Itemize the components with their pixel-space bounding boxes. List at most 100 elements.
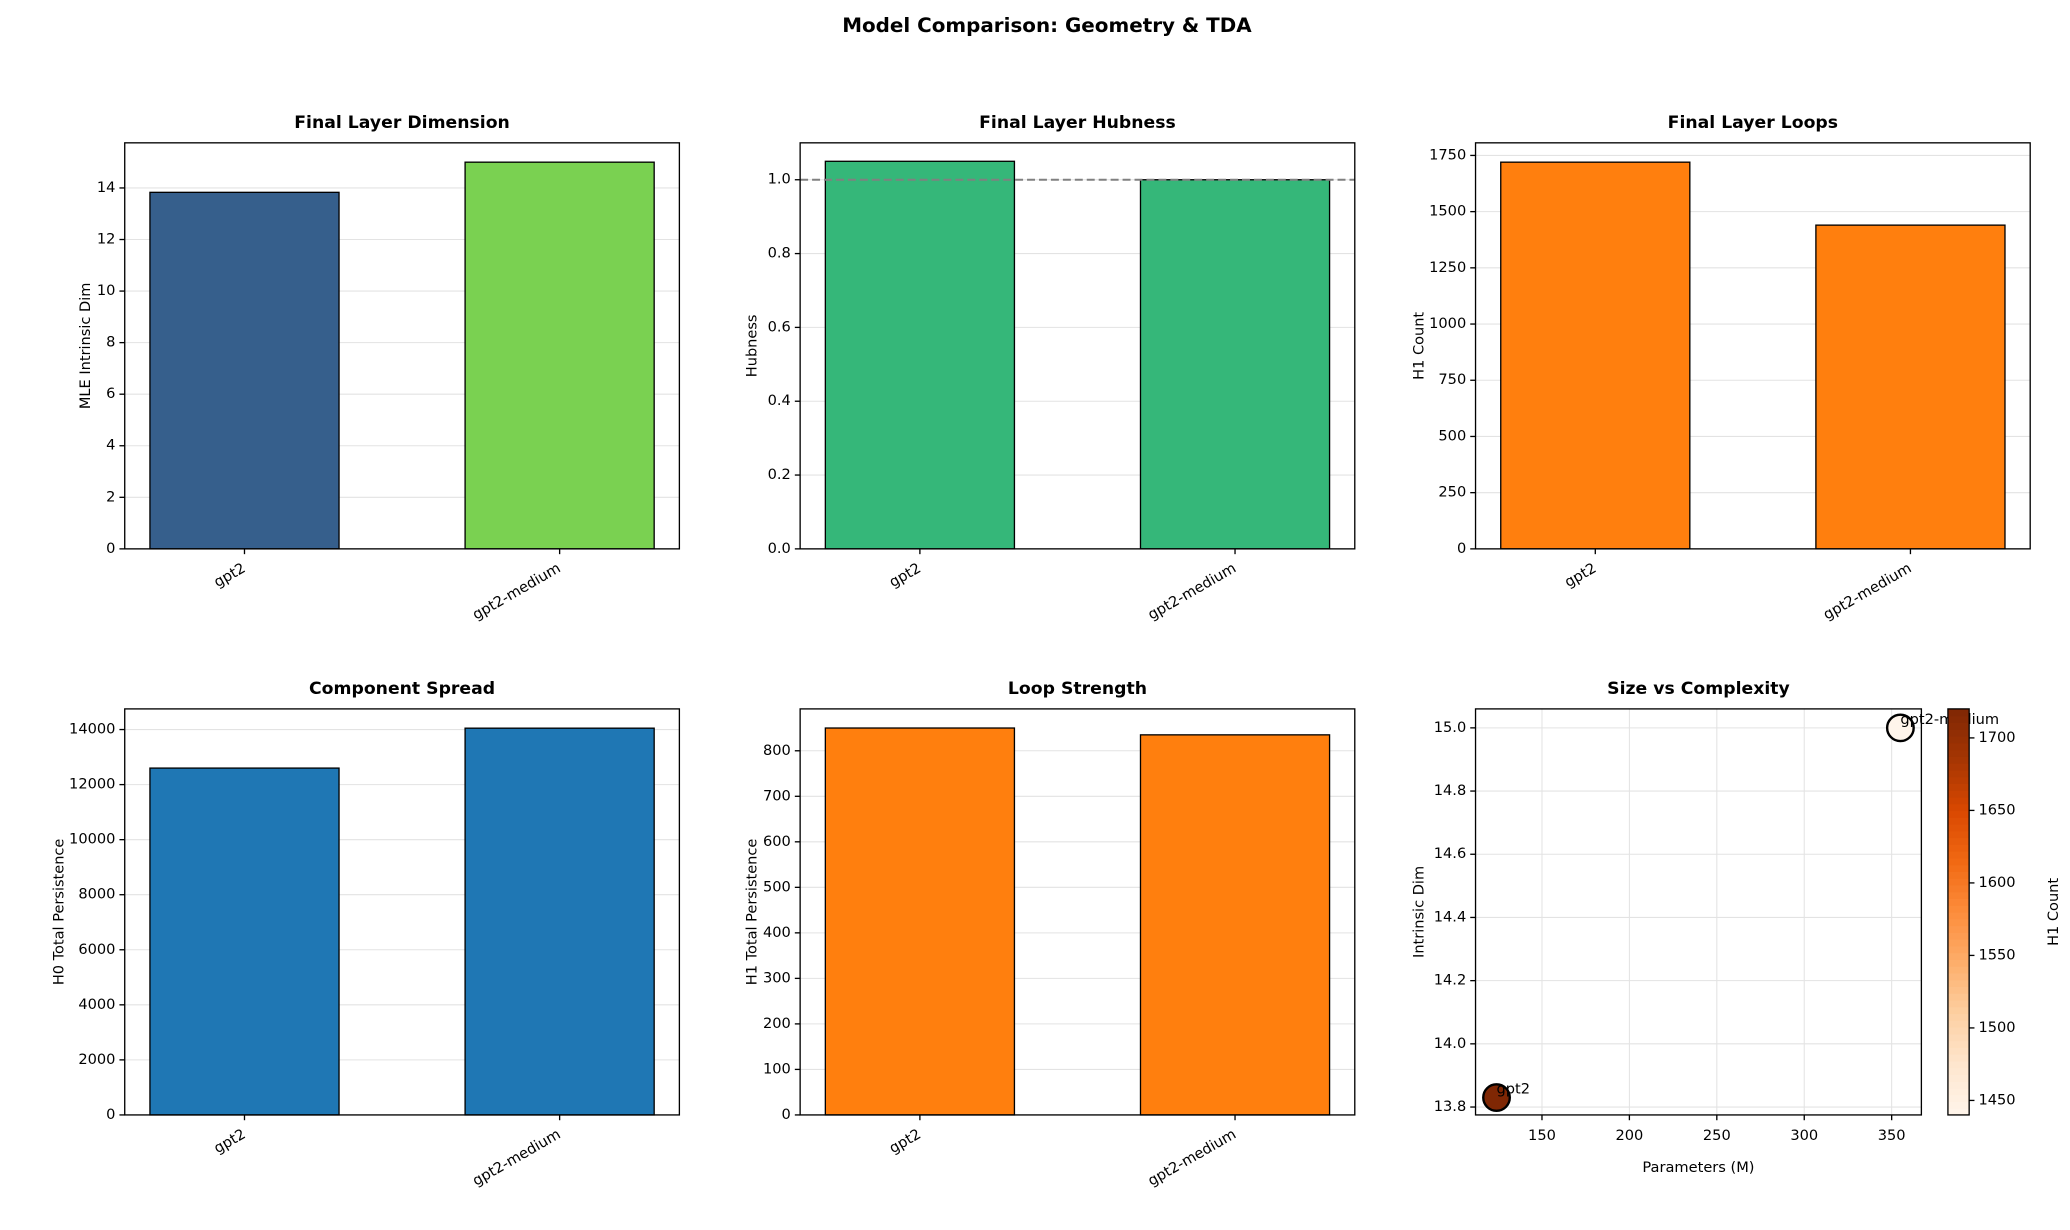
- x-tick-label: gpt2-medium: [470, 1126, 564, 1190]
- colorbar-segment: [1947, 803, 1970, 812]
- bar: [464, 727, 655, 1116]
- y-tick-label: 750: [1438, 371, 1466, 388]
- colorbar-segment: [1947, 763, 1970, 771]
- y-tick-label: 8000: [78, 886, 115, 903]
- y-tick-label: 0.8: [768, 245, 791, 262]
- y-tick-label: 2: [106, 488, 115, 505]
- y-axis-label: Hubness: [744, 315, 761, 378]
- y-tick-label: 1500: [1429, 203, 1466, 220]
- y-tick-label: 2000: [78, 1051, 115, 1068]
- y-tick-label: 400: [763, 924, 791, 941]
- y-tick-label: 250: [1438, 484, 1466, 501]
- colorbar-segment: [1947, 823, 1970, 832]
- y-tick-label: 500: [763, 878, 791, 895]
- bar: [1139, 734, 1331, 1116]
- colorbar-segment: [1947, 932, 1970, 940]
- figure-title: Model Comparison: Geometry & TDA: [842, 14, 1252, 37]
- x-tick-label: 250: [1703, 1127, 1731, 1144]
- y-tick-label: 14.4: [1434, 908, 1466, 925]
- colorbar-segment: [1947, 1040, 1970, 1048]
- y-tick-label: 100: [763, 1060, 791, 1077]
- colorbar-tick-label: 1650: [1978, 801, 2015, 818]
- y-tick-label: 8: [106, 334, 115, 351]
- y-tick-label: 14.6: [1434, 845, 1466, 862]
- axes-frame: [1474, 708, 1923, 1116]
- y-tick-label: 0: [782, 1106, 791, 1123]
- colorbar-segment: [1947, 722, 1970, 730]
- colorbar-tick-label: 1700: [1978, 729, 2015, 746]
- bar: [824, 160, 1016, 550]
- y-axis-label: H0 Total Persistence: [51, 839, 68, 986]
- colorbar-segment: [1947, 769, 1970, 778]
- colorbar-segment: [1947, 1081, 1970, 1089]
- colorbar-segment: [1947, 1026, 1970, 1035]
- bar: [1139, 179, 1331, 550]
- x-tick-label: 350: [1878, 1127, 1906, 1144]
- y-tick-label: 1000: [1429, 315, 1466, 332]
- colorbar-segment: [1947, 756, 1970, 764]
- colorbar-segment: [1947, 1094, 1970, 1103]
- bar: [1815, 224, 2006, 550]
- colorbar-segment: [1947, 979, 1970, 988]
- y-axis-label: H1 Total Persistence: [744, 839, 761, 986]
- colorbar-segment: [1947, 898, 1970, 906]
- colorbar-segment: [1947, 986, 1970, 994]
- colorbar-segment: [1947, 891, 1970, 900]
- y-tick-label: 1250: [1429, 259, 1466, 276]
- colorbar-segment: [1947, 952, 1970, 960]
- y-tick-label: 0: [1457, 540, 1466, 557]
- y-tick-label: 14.0: [1434, 1035, 1466, 1052]
- y-tick-label: 13.8: [1434, 1098, 1466, 1115]
- x-tick-label: gpt2: [211, 560, 249, 591]
- bar: [1500, 161, 1691, 550]
- colorbar-segment: [1947, 735, 1970, 744]
- colorbar-segment: [1947, 776, 1970, 785]
- colorbar-segment: [1947, 1006, 1970, 1015]
- scatter-point: [1885, 713, 1915, 743]
- colorbar-segment: [1947, 857, 1970, 866]
- colorbar-segment: [1947, 790, 1970, 798]
- colorbar-label: H1 Count: [2045, 878, 2062, 946]
- y-tick-label: 600: [763, 833, 791, 850]
- y-tick-label: 4: [106, 437, 115, 454]
- colorbar-segment: [1947, 966, 1970, 974]
- colorbar-segment: [1947, 938, 1970, 947]
- y-axis-label: H1 Count: [1410, 312, 1427, 380]
- y-tick-label: 0: [106, 540, 115, 557]
- colorbar-tick-label: 1600: [1978, 874, 2015, 891]
- axes-frame: [124, 142, 681, 550]
- colorbar-segment: [1947, 796, 1970, 805]
- colorbar-segment: [1947, 925, 1970, 933]
- y-tick-label: 700: [763, 787, 791, 804]
- colorbar-tick-label: 1500: [1978, 1019, 2015, 1036]
- colorbar-segment: [1947, 1060, 1970, 1069]
- colorbar-segment: [1947, 1054, 1970, 1062]
- chart-title: Final Layer Loops: [1668, 113, 1838, 133]
- chart-title: Component Spread: [309, 679, 495, 699]
- colorbar-segment: [1947, 959, 1970, 967]
- bar: [464, 161, 655, 550]
- colorbar-segment: [1947, 1047, 1970, 1055]
- colorbar-frame: [1947, 708, 1970, 1116]
- y-tick-label: 500: [1438, 427, 1466, 444]
- bar: [149, 767, 340, 1116]
- y-tick-label: 15.0: [1434, 719, 1466, 736]
- y-tick-label: 12000: [69, 776, 115, 793]
- colorbar-segment: [1947, 884, 1970, 893]
- y-tick-label: 0.4: [768, 392, 791, 409]
- axes-frame: [799, 708, 1356, 1116]
- y-tick-label: 300: [763, 969, 791, 986]
- axes-frame: [124, 708, 681, 1116]
- y-axis-label: Intrinsic Dim: [1410, 866, 1427, 958]
- chart-title: Size vs Complexity: [1607, 679, 1790, 699]
- colorbar-segment: [1947, 1108, 1970, 1116]
- y-tick-label: 14000: [69, 721, 115, 738]
- scatter-point: [1482, 1083, 1511, 1112]
- y-tick-label: 14.8: [1434, 782, 1466, 799]
- x-tick-label: gpt2-medium: [470, 560, 564, 624]
- colorbar-segment: [1947, 1087, 1970, 1096]
- colorbar-segment: [1947, 1101, 1970, 1109]
- colorbar-segment: [1947, 837, 1970, 845]
- chart-title: Loop Strength: [1008, 679, 1147, 699]
